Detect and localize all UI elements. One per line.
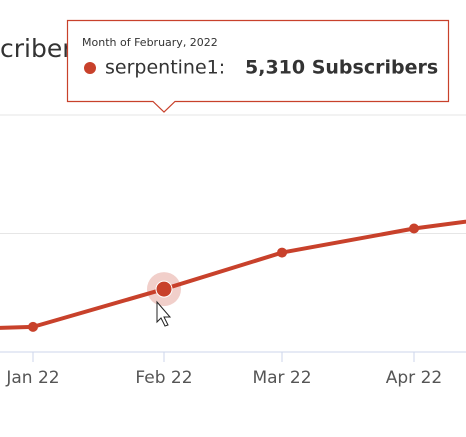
tooltip-dot: [84, 62, 96, 74]
x-tick-label: Apr 22: [386, 368, 442, 388]
x-tick-label: Jan 22: [5, 368, 59, 388]
cursor: [156, 300, 172, 327]
tooltip-value: 5,310 Subscribers: [245, 57, 438, 79]
x-tick-label: Mar 22: [252, 368, 311, 388]
point: [155, 280, 173, 298]
plot-area: Jan 22 Feb 22 Mar 22 Apr 22: [0, 114, 466, 388]
point: [409, 223, 419, 234]
point: [277, 247, 287, 258]
tooltip-series: serpentine1:: [105, 57, 225, 79]
series-line: [0, 219, 466, 330]
tooltip-header: Month of February, 2022: [82, 36, 218, 49]
tooltip-box: [66, 19, 450, 113]
tooltip: Month of February, 2022 serpentine1: 5,3…: [66, 19, 450, 113]
x-tick-label: Feb 22: [135, 368, 192, 388]
point: [28, 321, 38, 332]
